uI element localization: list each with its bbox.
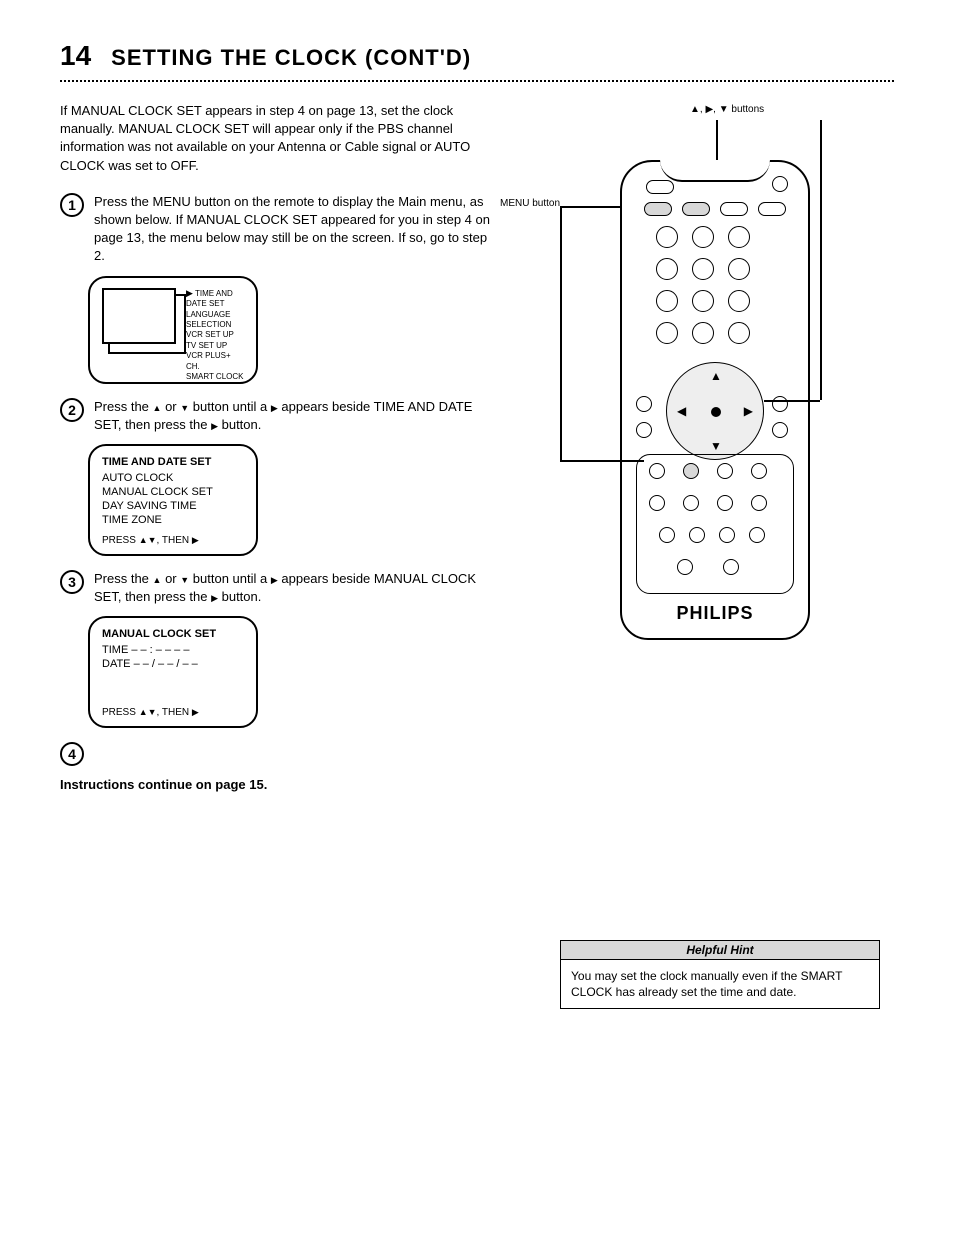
td-item: TIME ZONE (102, 514, 244, 526)
mc-line: DATE – – / – – / – – (102, 658, 244, 670)
screen-foot: PRESS , THEN (102, 707, 199, 718)
step-body: Press the or button until a appears besi… (94, 398, 490, 434)
main-item: VCR SET UP (186, 330, 244, 340)
step-circle: 1 (60, 193, 84, 217)
step-2: 2 Press the or button until a appears be… (60, 398, 490, 434)
step-3: 3 Press the or button until a appears be… (60, 570, 490, 606)
screen-title: TIME AND DATE SET (102, 456, 244, 468)
callout-menu-label: MENU button (500, 198, 560, 209)
main-item: TV SET UP (186, 341, 244, 351)
helpful-hint-box: Helpful Hint You may set the clock manua… (560, 940, 880, 1009)
hint-header: Helpful Hint (561, 941, 879, 960)
td-item: MANUAL CLOCK SET (102, 486, 244, 498)
td-item: AUTO CLOCK (102, 472, 244, 484)
main-item: TIME AND DATE SET (186, 288, 244, 310)
main-item: SMART CLOCK (186, 372, 244, 382)
continue-text: Instructions continue on page 15. (60, 776, 490, 794)
callout-line (560, 460, 644, 462)
step-circle: 2 (60, 398, 84, 422)
hint-body: You may set the clock manually even if t… (561, 960, 879, 1008)
intro-text: If MANUAL CLOCK SET appears in step 4 on… (60, 102, 490, 175)
menu-button-lower (683, 463, 699, 479)
main-item: LANGUAGE SELECTION (186, 310, 244, 331)
dotted-rule (60, 80, 894, 82)
step-circle: 3 (60, 570, 84, 594)
step-4: 4 (60, 742, 490, 766)
step-body: Press the MENU button on the remote to d… (94, 193, 490, 266)
screen-manual-clock: MANUAL CLOCK SET TIME – – : – – – – DATE… (88, 616, 258, 728)
callout-line (560, 206, 562, 462)
mc-line: TIME – – : – – – – (102, 644, 244, 656)
brand-logo: PHILIPS (622, 603, 808, 624)
screen-time-date: TIME AND DATE SET AUTO CLOCK MANUAL CLOC… (88, 444, 258, 556)
callout-dpad-label: ▲, ▶, ▼ buttons (690, 104, 764, 115)
screen-title: MANUAL CLOCK SET (102, 628, 244, 640)
page-title: SETTING THE CLOCK (CONT'D) (111, 45, 471, 71)
callout-line (764, 400, 820, 402)
step-body (94, 742, 490, 766)
td-item: DAY SAVING TIME (102, 500, 244, 512)
menu-button-oval (644, 202, 672, 216)
page-header: 14 SETTING THE CLOCK (CONT'D) (60, 40, 894, 72)
screen-foot: PRESS , THEN (102, 535, 199, 546)
step-circle: 4 (60, 742, 84, 766)
tv-icon (102, 288, 176, 344)
step-1: 1 Press the MENU button on the remote to… (60, 193, 490, 266)
callout-line (716, 120, 718, 160)
screen-main-menu: TIME AND DATE SET LANGUAGE SELECTION VCR… (88, 276, 258, 384)
callout-line (560, 206, 620, 208)
page-number: 14 (60, 40, 91, 72)
main-item: VCR PLUS+ CH. (186, 351, 244, 372)
step-body: Press the or button until a appears besi… (94, 570, 490, 606)
callout-line (820, 120, 822, 400)
